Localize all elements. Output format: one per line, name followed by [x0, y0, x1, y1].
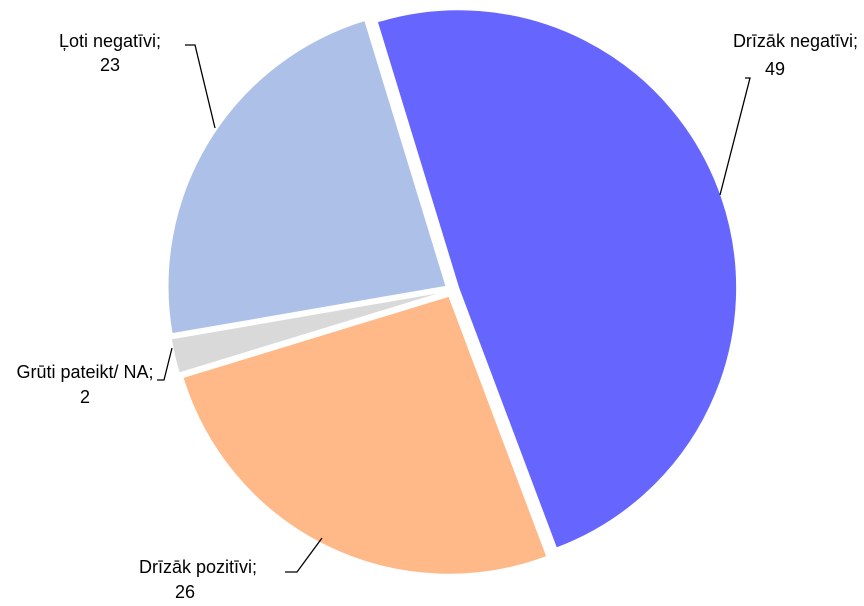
pie-slice	[170, 291, 446, 374]
slice-value: 2	[80, 387, 90, 407]
slice-value: 26	[175, 582, 195, 602]
slice-value: 49	[765, 59, 785, 79]
leader-line	[719, 77, 751, 196]
leader-line	[285, 537, 323, 573]
pie-slice	[376, 9, 738, 549]
slice-value: 23	[100, 55, 120, 75]
pie-slice	[167, 19, 447, 335]
slice-label: Drīzāk pozitīvi;	[139, 557, 257, 577]
slice-label: Ļoti negatīvi;	[59, 31, 161, 51]
leader-line	[185, 44, 216, 129]
slice-label: Grūti pateikt/ NA;	[16, 362, 153, 382]
leader-line	[157, 347, 173, 381]
slice-label: Drīzāk negatīvi;	[733, 31, 858, 51]
pie-slice	[182, 295, 548, 575]
